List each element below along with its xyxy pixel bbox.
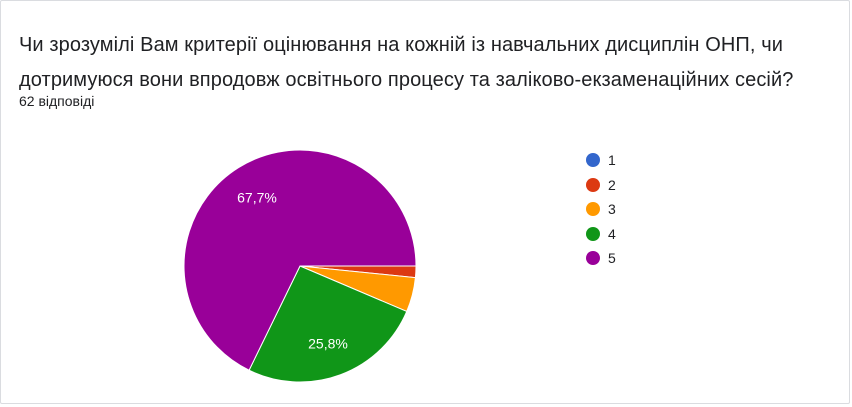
legend-item-2[interactable]: 2 [586, 173, 616, 198]
chart-legend: 1 2 3 4 5 [586, 148, 616, 271]
slice-label-5: 67,7% [237, 190, 277, 206]
pie-slice-4[interactable] [248, 265, 408, 383]
legend-label: 5 [608, 250, 616, 267]
legend-label: 2 [608, 176, 616, 193]
legend-swatch [586, 202, 600, 217]
legend-item-4[interactable]: 4 [586, 222, 616, 247]
legend-swatch [586, 226, 600, 241]
legend-item-3[interactable]: 3 [586, 197, 616, 222]
legend-item-1[interactable]: 1 [586, 148, 616, 173]
pie-slice-5[interactable] [183, 149, 417, 371]
response-count: 62 відповіді [19, 93, 95, 109]
legend-item-5[interactable]: 5 [586, 246, 616, 271]
legend-swatch [586, 251, 600, 266]
legend-label: 4 [608, 225, 616, 242]
legend-swatch [586, 153, 600, 168]
legend-label: 1 [608, 152, 616, 169]
legend-swatch [586, 177, 600, 192]
slice-label-4: 25,8% [308, 336, 348, 352]
legend-label: 3 [608, 201, 616, 218]
question-title: Чи зрозумілі Вам критерії оцінювання на … [19, 34, 794, 91]
